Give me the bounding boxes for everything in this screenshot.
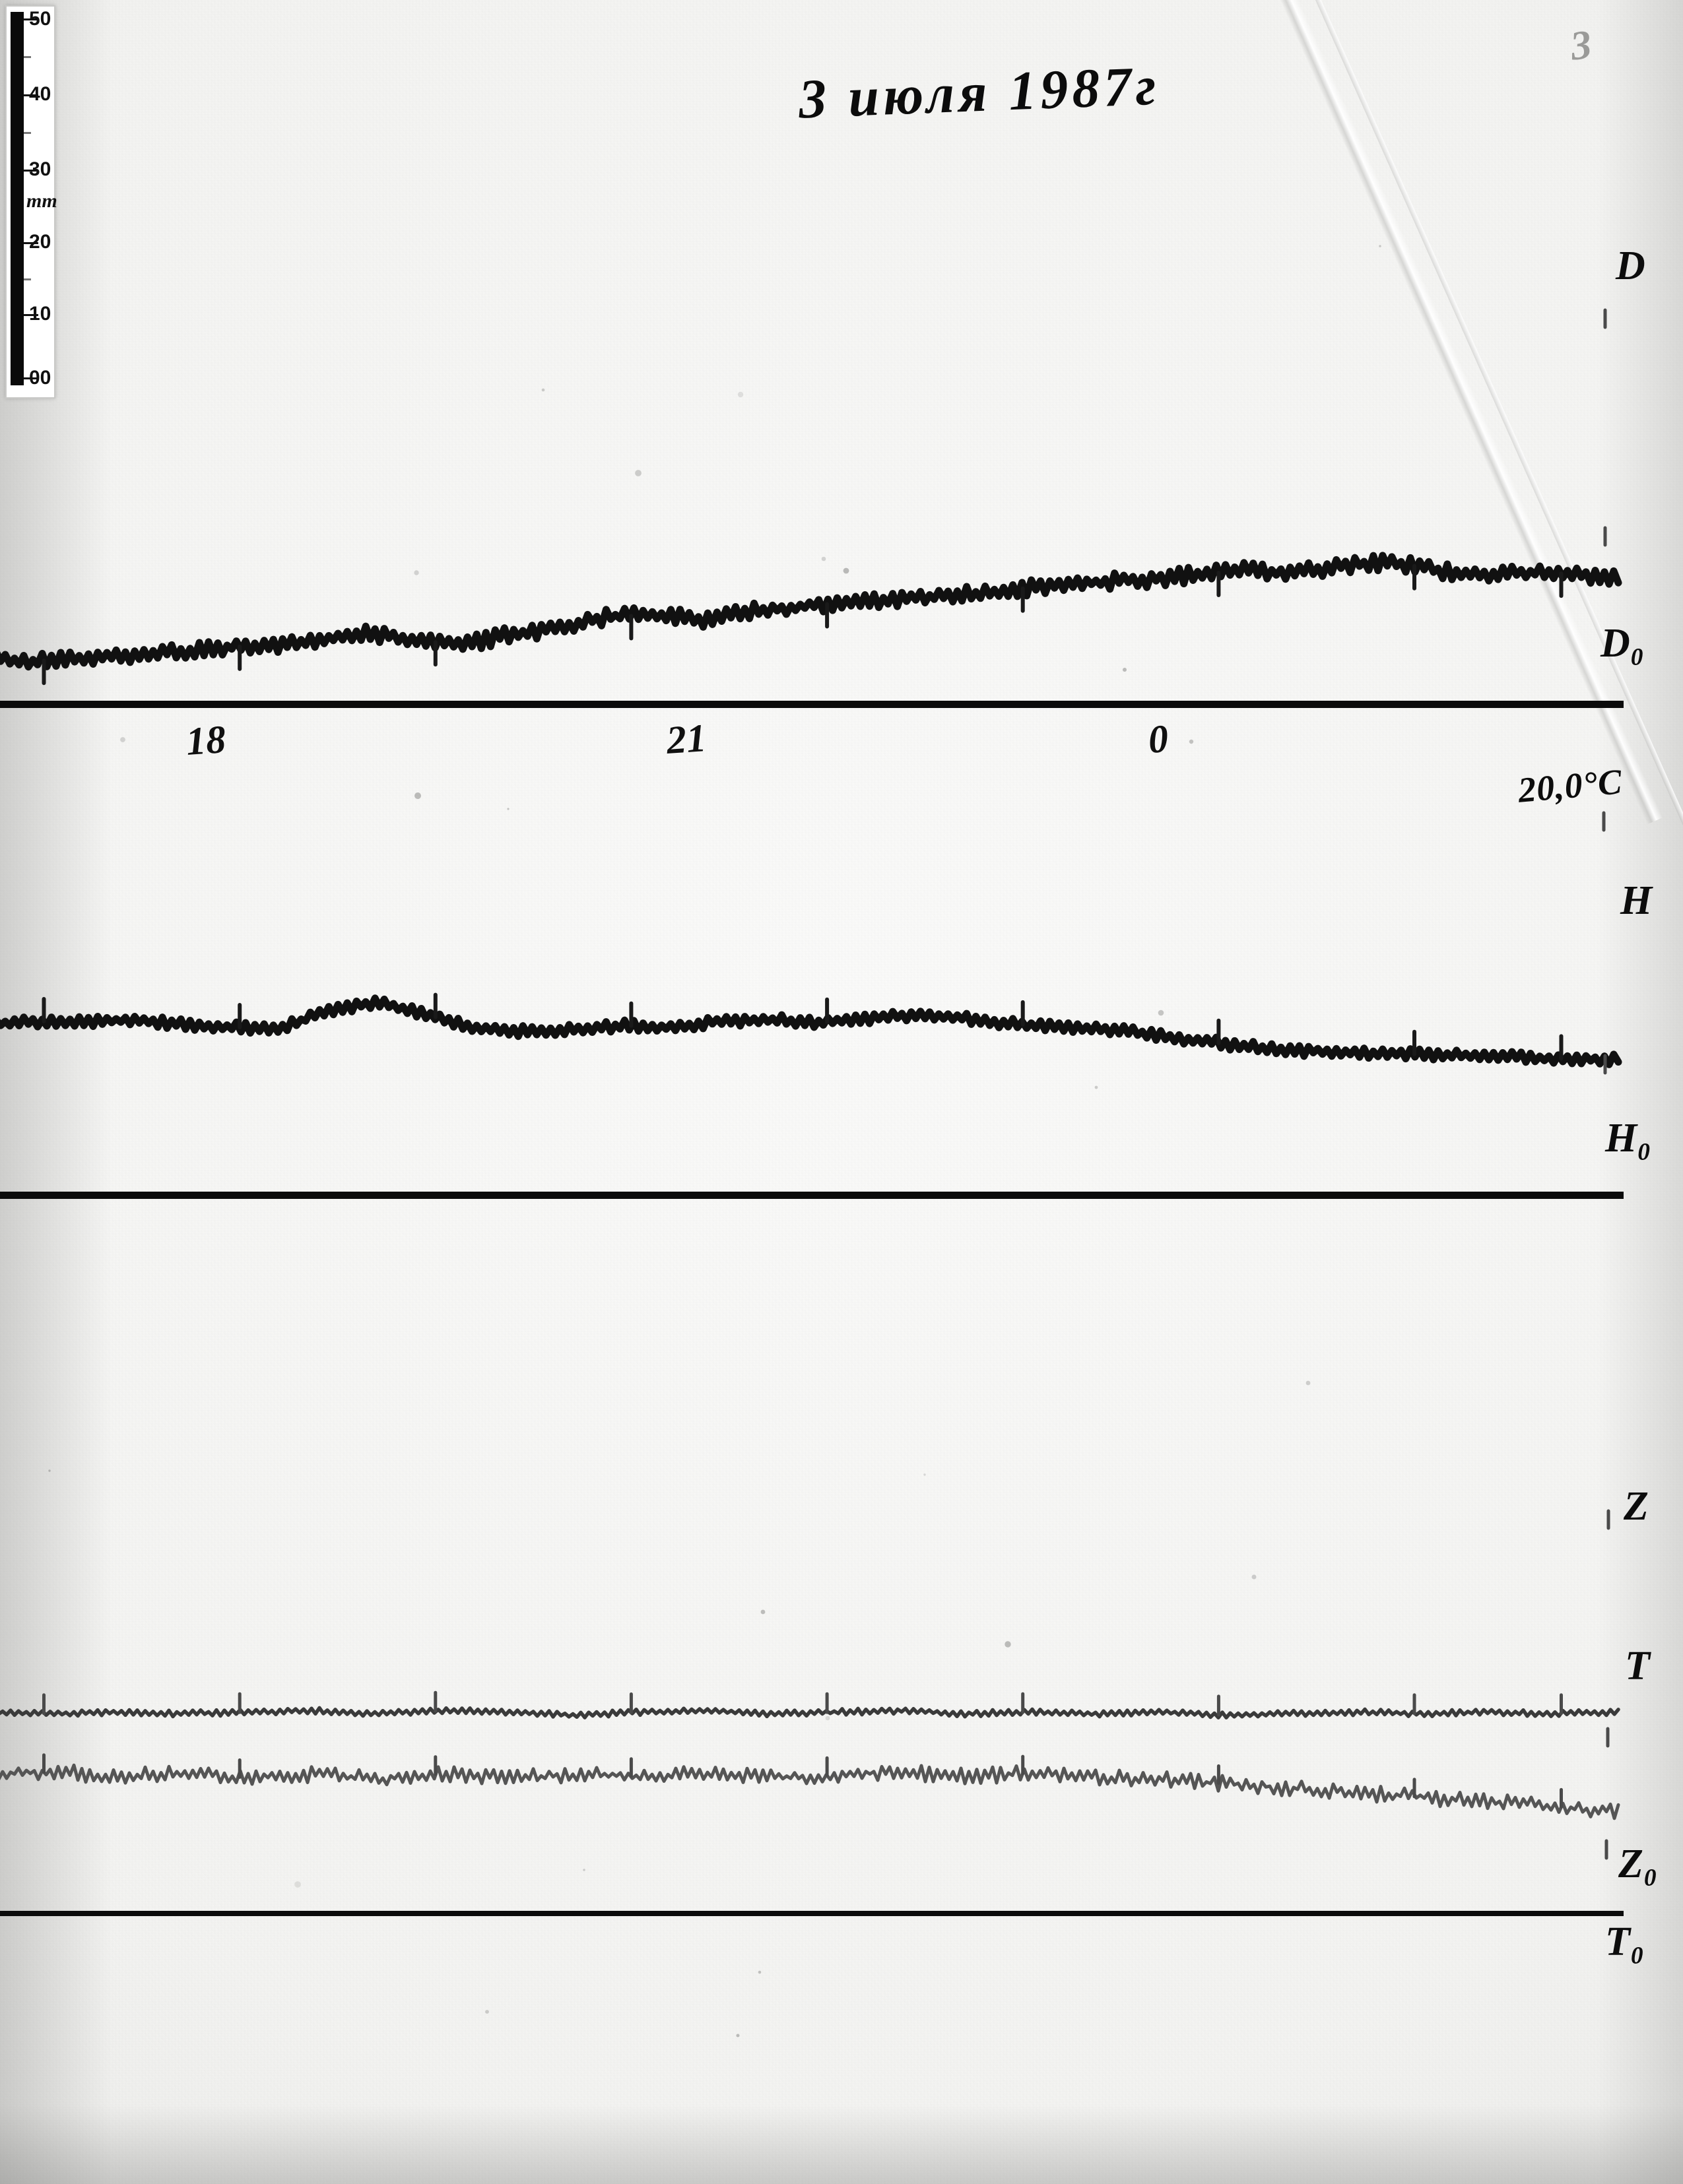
trace-d (0, 552, 1622, 671)
trace-label-t-zero: T₀ (1605, 1919, 1645, 1964)
baseline-h-zero (0, 1192, 1624, 1199)
scale-tick-50 (24, 18, 38, 20)
scale-label-00: 00 (29, 367, 51, 389)
scale-tick-10 (24, 314, 38, 316)
trace-label-h-zero: H₀ (1605, 1116, 1651, 1161)
scale-tick-40 (24, 94, 38, 96)
baseline-t-zero (0, 1911, 1624, 1916)
bottom-edge-shadow (0, 2105, 1683, 2184)
scale-label-20: 20 (29, 231, 51, 253)
scale-tick-minor-45 (24, 56, 31, 58)
trace-label-t: T (1625, 1644, 1650, 1688)
trace-label-d-zero: D₀ (1600, 621, 1645, 666)
trace-label-h: H (1620, 878, 1653, 923)
trace-t (0, 1763, 1620, 1820)
scale-label-10: 10 (29, 303, 51, 325)
trace-label-d: D (1616, 243, 1645, 288)
trace-h (0, 994, 1622, 1068)
scale-label-50: 50 (29, 8, 51, 30)
scale-label-30: 30 (29, 158, 51, 180)
trace-z (0, 1706, 1620, 1719)
scale-tick-30 (24, 170, 38, 172)
paper-specks (48, 245, 1381, 2038)
scale-tick-minor-15 (24, 278, 31, 280)
scale-black-bar (11, 12, 24, 385)
mm-scale-strip: 50 40 30 mm 20 10 00 (5, 5, 57, 399)
trace-label-z: Z (1624, 1484, 1649, 1529)
scale-label-40: 40 (29, 83, 51, 105)
scale-tick-minor-35 (24, 132, 31, 134)
scale-tick-20 (24, 242, 38, 244)
hour-tick-marks (42, 308, 1610, 1860)
scale-tick-00 (24, 377, 38, 379)
trace-label-z-zero: Z₀ (1618, 1842, 1658, 1886)
baseline-d-zero (0, 701, 1624, 708)
scale-unit-label: mm (26, 190, 57, 212)
